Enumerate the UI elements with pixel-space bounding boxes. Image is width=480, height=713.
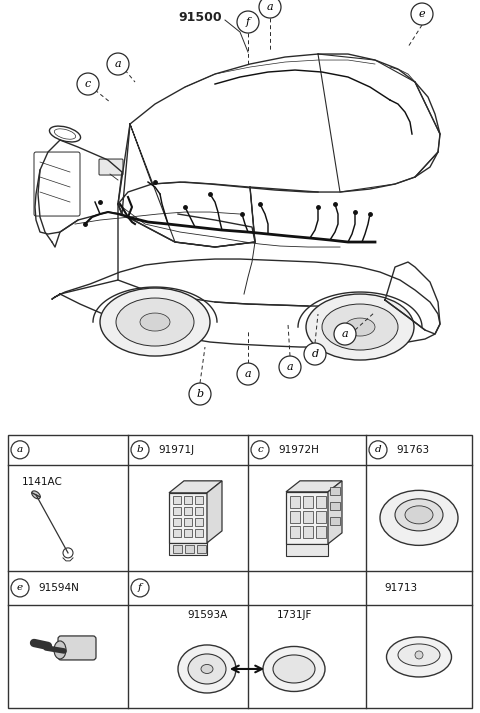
Ellipse shape [395, 499, 443, 531]
Circle shape [131, 579, 149, 597]
Ellipse shape [32, 491, 40, 499]
Ellipse shape [140, 313, 170, 331]
Bar [316, 511, 326, 523]
Text: a: a [17, 446, 23, 454]
Polygon shape [169, 481, 222, 493]
Bar [184, 518, 192, 526]
Text: e: e [419, 9, 425, 19]
Bar [195, 529, 203, 537]
Bar [184, 529, 192, 537]
Ellipse shape [380, 491, 458, 545]
Text: b: b [196, 389, 204, 399]
FancyBboxPatch shape [99, 159, 123, 175]
Bar [184, 496, 192, 504]
Text: f: f [138, 583, 142, 593]
Text: c: c [257, 446, 263, 454]
Bar [290, 526, 300, 538]
Bar [330, 502, 340, 510]
Bar [290, 511, 300, 523]
Circle shape [334, 323, 356, 345]
Bar [316, 496, 326, 508]
Polygon shape [328, 481, 342, 544]
Bar [173, 545, 182, 553]
Text: 91763: 91763 [396, 445, 429, 455]
Ellipse shape [178, 645, 236, 693]
Text: 91713: 91713 [384, 583, 417, 593]
Text: 91594N: 91594N [38, 583, 79, 593]
Text: 1731JF: 1731JF [276, 610, 312, 620]
Text: a: a [115, 59, 121, 69]
Text: 91500: 91500 [178, 11, 222, 24]
Circle shape [131, 441, 149, 459]
Bar [169, 543, 207, 555]
Bar [173, 529, 181, 537]
Circle shape [415, 651, 423, 659]
Bar [173, 507, 181, 515]
Bar [195, 518, 203, 526]
Text: c: c [85, 79, 91, 89]
Circle shape [259, 0, 281, 18]
Ellipse shape [116, 298, 194, 346]
Bar [197, 545, 206, 553]
Bar [303, 511, 313, 523]
Text: 91593A: 91593A [187, 610, 227, 620]
Circle shape [237, 11, 259, 33]
Bar [195, 496, 203, 504]
Bar [316, 526, 326, 538]
Circle shape [11, 579, 29, 597]
Text: 91972H: 91972H [278, 445, 319, 455]
Ellipse shape [273, 655, 315, 683]
FancyBboxPatch shape [58, 636, 96, 660]
Ellipse shape [306, 294, 414, 360]
Ellipse shape [100, 288, 210, 356]
Text: d: d [375, 446, 381, 454]
Text: d: d [312, 349, 319, 359]
Text: 1141AC: 1141AC [22, 477, 63, 487]
Bar [290, 496, 300, 508]
Text: a: a [342, 329, 348, 339]
Text: b: b [137, 446, 144, 454]
Text: a: a [267, 2, 273, 12]
Bar [184, 507, 192, 515]
Circle shape [77, 73, 99, 95]
Bar [169, 493, 207, 543]
Circle shape [189, 383, 211, 405]
Polygon shape [207, 481, 222, 543]
Polygon shape [286, 481, 342, 492]
Ellipse shape [322, 304, 398, 350]
Bar [303, 496, 313, 508]
Ellipse shape [188, 654, 226, 684]
Circle shape [279, 356, 301, 378]
Text: a: a [245, 369, 252, 379]
Bar [330, 487, 340, 495]
Ellipse shape [398, 644, 440, 666]
Ellipse shape [201, 665, 213, 674]
Circle shape [251, 441, 269, 459]
Text: a: a [287, 362, 293, 372]
Circle shape [369, 441, 387, 459]
Bar [195, 507, 203, 515]
Circle shape [107, 53, 129, 75]
Circle shape [11, 441, 29, 459]
Bar [173, 496, 181, 504]
Ellipse shape [263, 647, 325, 692]
Bar [286, 544, 328, 556]
Circle shape [304, 343, 326, 365]
Ellipse shape [405, 506, 433, 524]
Bar [303, 526, 313, 538]
Text: 91971J: 91971J [158, 445, 194, 455]
Bar [330, 517, 340, 525]
Bar [173, 518, 181, 526]
Text: e: e [17, 583, 23, 593]
Ellipse shape [345, 318, 375, 336]
Ellipse shape [386, 637, 452, 677]
Bar [286, 492, 328, 544]
Circle shape [237, 363, 259, 385]
Text: f: f [246, 17, 250, 27]
Bar [185, 545, 194, 553]
Circle shape [411, 3, 433, 25]
Ellipse shape [54, 641, 66, 659]
